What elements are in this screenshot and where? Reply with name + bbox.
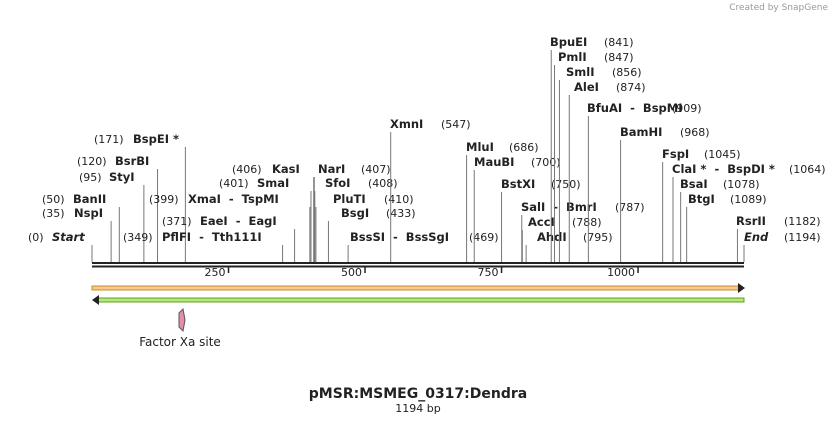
site-name: NarI <box>318 162 345 176</box>
site-position: (547) <box>441 118 471 131</box>
site-name: EaeI - EagI <box>200 214 277 228</box>
site-name: BpuEI <box>550 35 587 49</box>
credit: Created by SnapGene <box>729 3 828 13</box>
site-name: PflFI - Tth111I <box>162 230 262 244</box>
site-name: MluI <box>466 140 494 154</box>
site-name: NspI <box>74 206 103 220</box>
site-name: MauBI <box>474 155 514 169</box>
site-name: PluTI <box>333 192 366 206</box>
site-name: FspI <box>662 147 689 161</box>
site-position: (700) <box>531 156 561 169</box>
site-name: SalI - BmrI <box>521 200 597 214</box>
site-name: BsaI <box>680 177 708 191</box>
site-position: (909) <box>672 102 702 115</box>
site-name: SfoI <box>325 176 350 190</box>
site-name: ClaI * - BspDI * <box>672 162 775 176</box>
site-position: (410) <box>384 193 414 206</box>
site-position: (1064) <box>789 163 826 176</box>
site-name: BfuAI - BspMI <box>587 101 683 115</box>
site-position: (841) <box>604 36 634 49</box>
tick-label: 1000 <box>607 266 635 279</box>
site-name: StyI <box>109 170 135 184</box>
site-name: BamHI <box>620 125 662 139</box>
site-position: (1078) <box>723 178 760 191</box>
site-position: (874) <box>616 81 646 94</box>
site-name: Start <box>52 230 85 244</box>
site-name: End <box>744 230 769 244</box>
arrow-head <box>92 295 99 305</box>
site-position: (95) <box>79 171 102 184</box>
site-name: SmlI <box>566 65 595 79</box>
site-position: (1045) <box>704 148 741 161</box>
site-position: (50) <box>42 193 65 206</box>
subtitle: 1194 bp <box>395 402 440 415</box>
site-position: (1089) <box>730 193 767 206</box>
site-name: KasI <box>272 162 300 176</box>
site-position: (406) <box>232 163 262 176</box>
site-name: BspEI * <box>133 132 179 146</box>
tick-label: 750 <box>478 266 499 279</box>
site-name: SmaI <box>257 176 289 190</box>
site-position: (968) <box>680 126 710 139</box>
feature-arrow <box>95 297 745 303</box>
feature-arrow <box>91 285 741 291</box>
site-position: (750) <box>551 178 581 191</box>
site-position: (795) <box>583 231 613 244</box>
site-name: BanII <box>73 192 106 206</box>
site-position: (407) <box>361 163 391 176</box>
site-name: XmaI - TspMI <box>188 192 279 206</box>
site-position: (399) <box>149 193 179 206</box>
site-name: BtgI <box>688 192 715 206</box>
site-name: AleI <box>574 80 599 94</box>
site-position: (1194) <box>784 231 821 244</box>
site-position: (401) <box>219 177 249 190</box>
site-position: (469) <box>469 231 499 244</box>
site-position: (433) <box>386 207 416 220</box>
tick-label: 500 <box>341 266 362 279</box>
title: pMSR:MSMEG_0317:Dendra <box>309 386 527 402</box>
site-position: (686) <box>509 141 539 154</box>
site-name: BssSI - BssSgI <box>350 230 449 244</box>
site-position: (408) <box>368 177 398 190</box>
site-name: AhdI <box>537 230 567 244</box>
site-position: (120) <box>77 155 107 168</box>
feature-marker <box>178 307 186 333</box>
site-name: BsgI <box>341 206 369 220</box>
site-position: (371) <box>162 215 192 228</box>
site-name: BsrBI <box>115 154 149 168</box>
site-name: XmnI <box>390 117 423 131</box>
site-position: (856) <box>612 66 642 79</box>
site-name: PmlI <box>558 50 587 64</box>
site-position: (847) <box>604 51 634 64</box>
site-position: (788) <box>572 216 602 229</box>
arrow-head <box>738 283 745 293</box>
tick-label: 250 <box>205 266 226 279</box>
site-name: AccI <box>528 215 555 229</box>
feature-label: Factor Xa site <box>139 335 221 349</box>
site-position: (1182) <box>784 215 821 228</box>
site-position: (787) <box>615 201 645 214</box>
site-position: (0) <box>28 231 44 244</box>
site-name: BstXI <box>501 177 535 191</box>
site-name: RsrII <box>736 214 766 228</box>
site-position: (35) <box>42 207 65 220</box>
site-position: (349) <box>123 231 153 244</box>
site-position: (171) <box>94 133 124 146</box>
